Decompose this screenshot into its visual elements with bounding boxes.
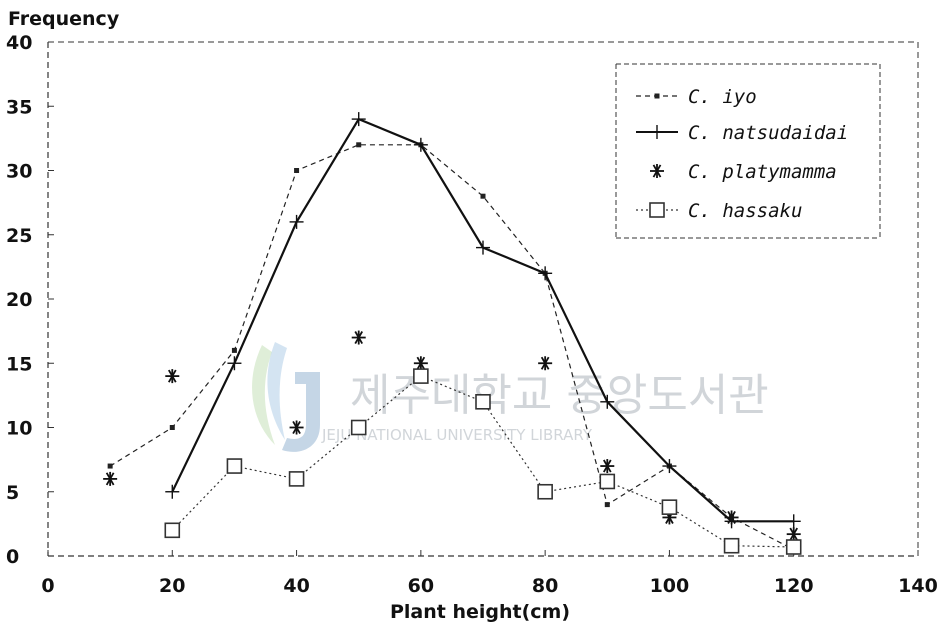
data-point [165, 484, 180, 499]
series-2 [165, 112, 801, 529]
data-point [600, 459, 615, 474]
data-point [650, 164, 664, 178]
x-tick-label: 80 [532, 575, 558, 597]
legend-label: C. hassaku [688, 200, 802, 222]
series-4 [164, 368, 802, 555]
x-tick-label: 0 [41, 575, 54, 597]
y-tick-label: 25 [6, 225, 32, 247]
watermark-korean: 제주대학교 중앙도서관 [350, 370, 769, 421]
data-point [103, 471, 118, 486]
legend-label: C. iyo [688, 86, 757, 108]
legend-label: C. natsudaidai [688, 122, 848, 144]
x-tick-label: 140 [898, 575, 938, 597]
x-tick-label: 100 [650, 575, 690, 597]
y-tick-label: 15 [6, 353, 32, 375]
data-point [662, 459, 677, 474]
y-tick-label: 0 [6, 546, 19, 568]
data-point [537, 483, 553, 500]
legend-items: C. iyo C. natsudaidai C. platymamma C. hass… [636, 86, 848, 222]
data-point [649, 202, 665, 218]
series-line [109, 144, 794, 551]
data-point [654, 93, 660, 99]
data-point [164, 522, 181, 539]
data-point [351, 330, 366, 345]
data-point [169, 425, 175, 430]
data-point [600, 394, 615, 409]
data-point [231, 347, 237, 353]
data-point [723, 537, 740, 554]
legend-item: C. natsudaidai [636, 122, 848, 144]
data-point [786, 527, 801, 542]
y-tick-label: 5 [6, 482, 19, 504]
data-point [165, 369, 180, 384]
library-watermark: 제주대학교 중앙도서관 JEJU NATIONAL UNIVERSITY LIB… [252, 342, 769, 452]
y-axis-title: Frequency [8, 8, 120, 30]
data-point [538, 266, 553, 281]
data-point [661, 499, 678, 515]
y-tick-label: 10 [6, 418, 32, 440]
data-point [350, 419, 367, 436]
legend: C. iyo C. natsudaidai C. platymamma C. hass… [615, 63, 881, 239]
data-point [107, 463, 113, 469]
legend-label: C. platymamma [688, 161, 837, 183]
data-point [413, 368, 429, 384]
y-axis-ticks: 0 5 10 15 20 25 30 35 40 [6, 32, 54, 568]
y-tick-label: 35 [6, 96, 32, 118]
data-point [289, 214, 304, 229]
data-point [476, 240, 490, 255]
x-axis-ticks: 0 20 40 60 80 100 120 140 [41, 550, 938, 597]
y-tick-label: 40 [6, 32, 32, 54]
x-tick-label: 60 [408, 575, 434, 597]
data-point [227, 356, 242, 371]
x-axis-title: Plant height(cm) [390, 601, 570, 623]
data-point [604, 502, 610, 508]
x-tick-label: 20 [159, 575, 185, 597]
watermark-english: JEJU NATIONAL UNIVERSITY LIBRARY [321, 426, 593, 444]
data-point [413, 356, 428, 371]
data-point [413, 137, 428, 152]
data-point [356, 142, 362, 148]
data-point [480, 193, 486, 199]
data-point [785, 539, 802, 555]
legend-item: C. hassaku [636, 200, 802, 222]
legend-item: C. iyo [636, 86, 757, 108]
data-point [288, 471, 305, 487]
data-point [475, 393, 491, 410]
y-tick-label: 30 [6, 161, 32, 183]
data-point [599, 473, 616, 490]
legend-item: C. platymamma [650, 161, 837, 183]
data-point [289, 420, 304, 435]
data-point [351, 112, 366, 127]
data-point [786, 514, 801, 529]
data-point [226, 458, 243, 474]
x-tick-label: 120 [774, 575, 814, 597]
plot-frame [47, 41, 919, 557]
data-point [294, 168, 300, 173]
y-tick-label: 20 [6, 289, 32, 311]
data-point [724, 510, 739, 525]
series-layer [103, 112, 802, 555]
data-point [650, 125, 664, 139]
data-point [538, 356, 553, 371]
x-tick-label: 40 [283, 575, 309, 597]
